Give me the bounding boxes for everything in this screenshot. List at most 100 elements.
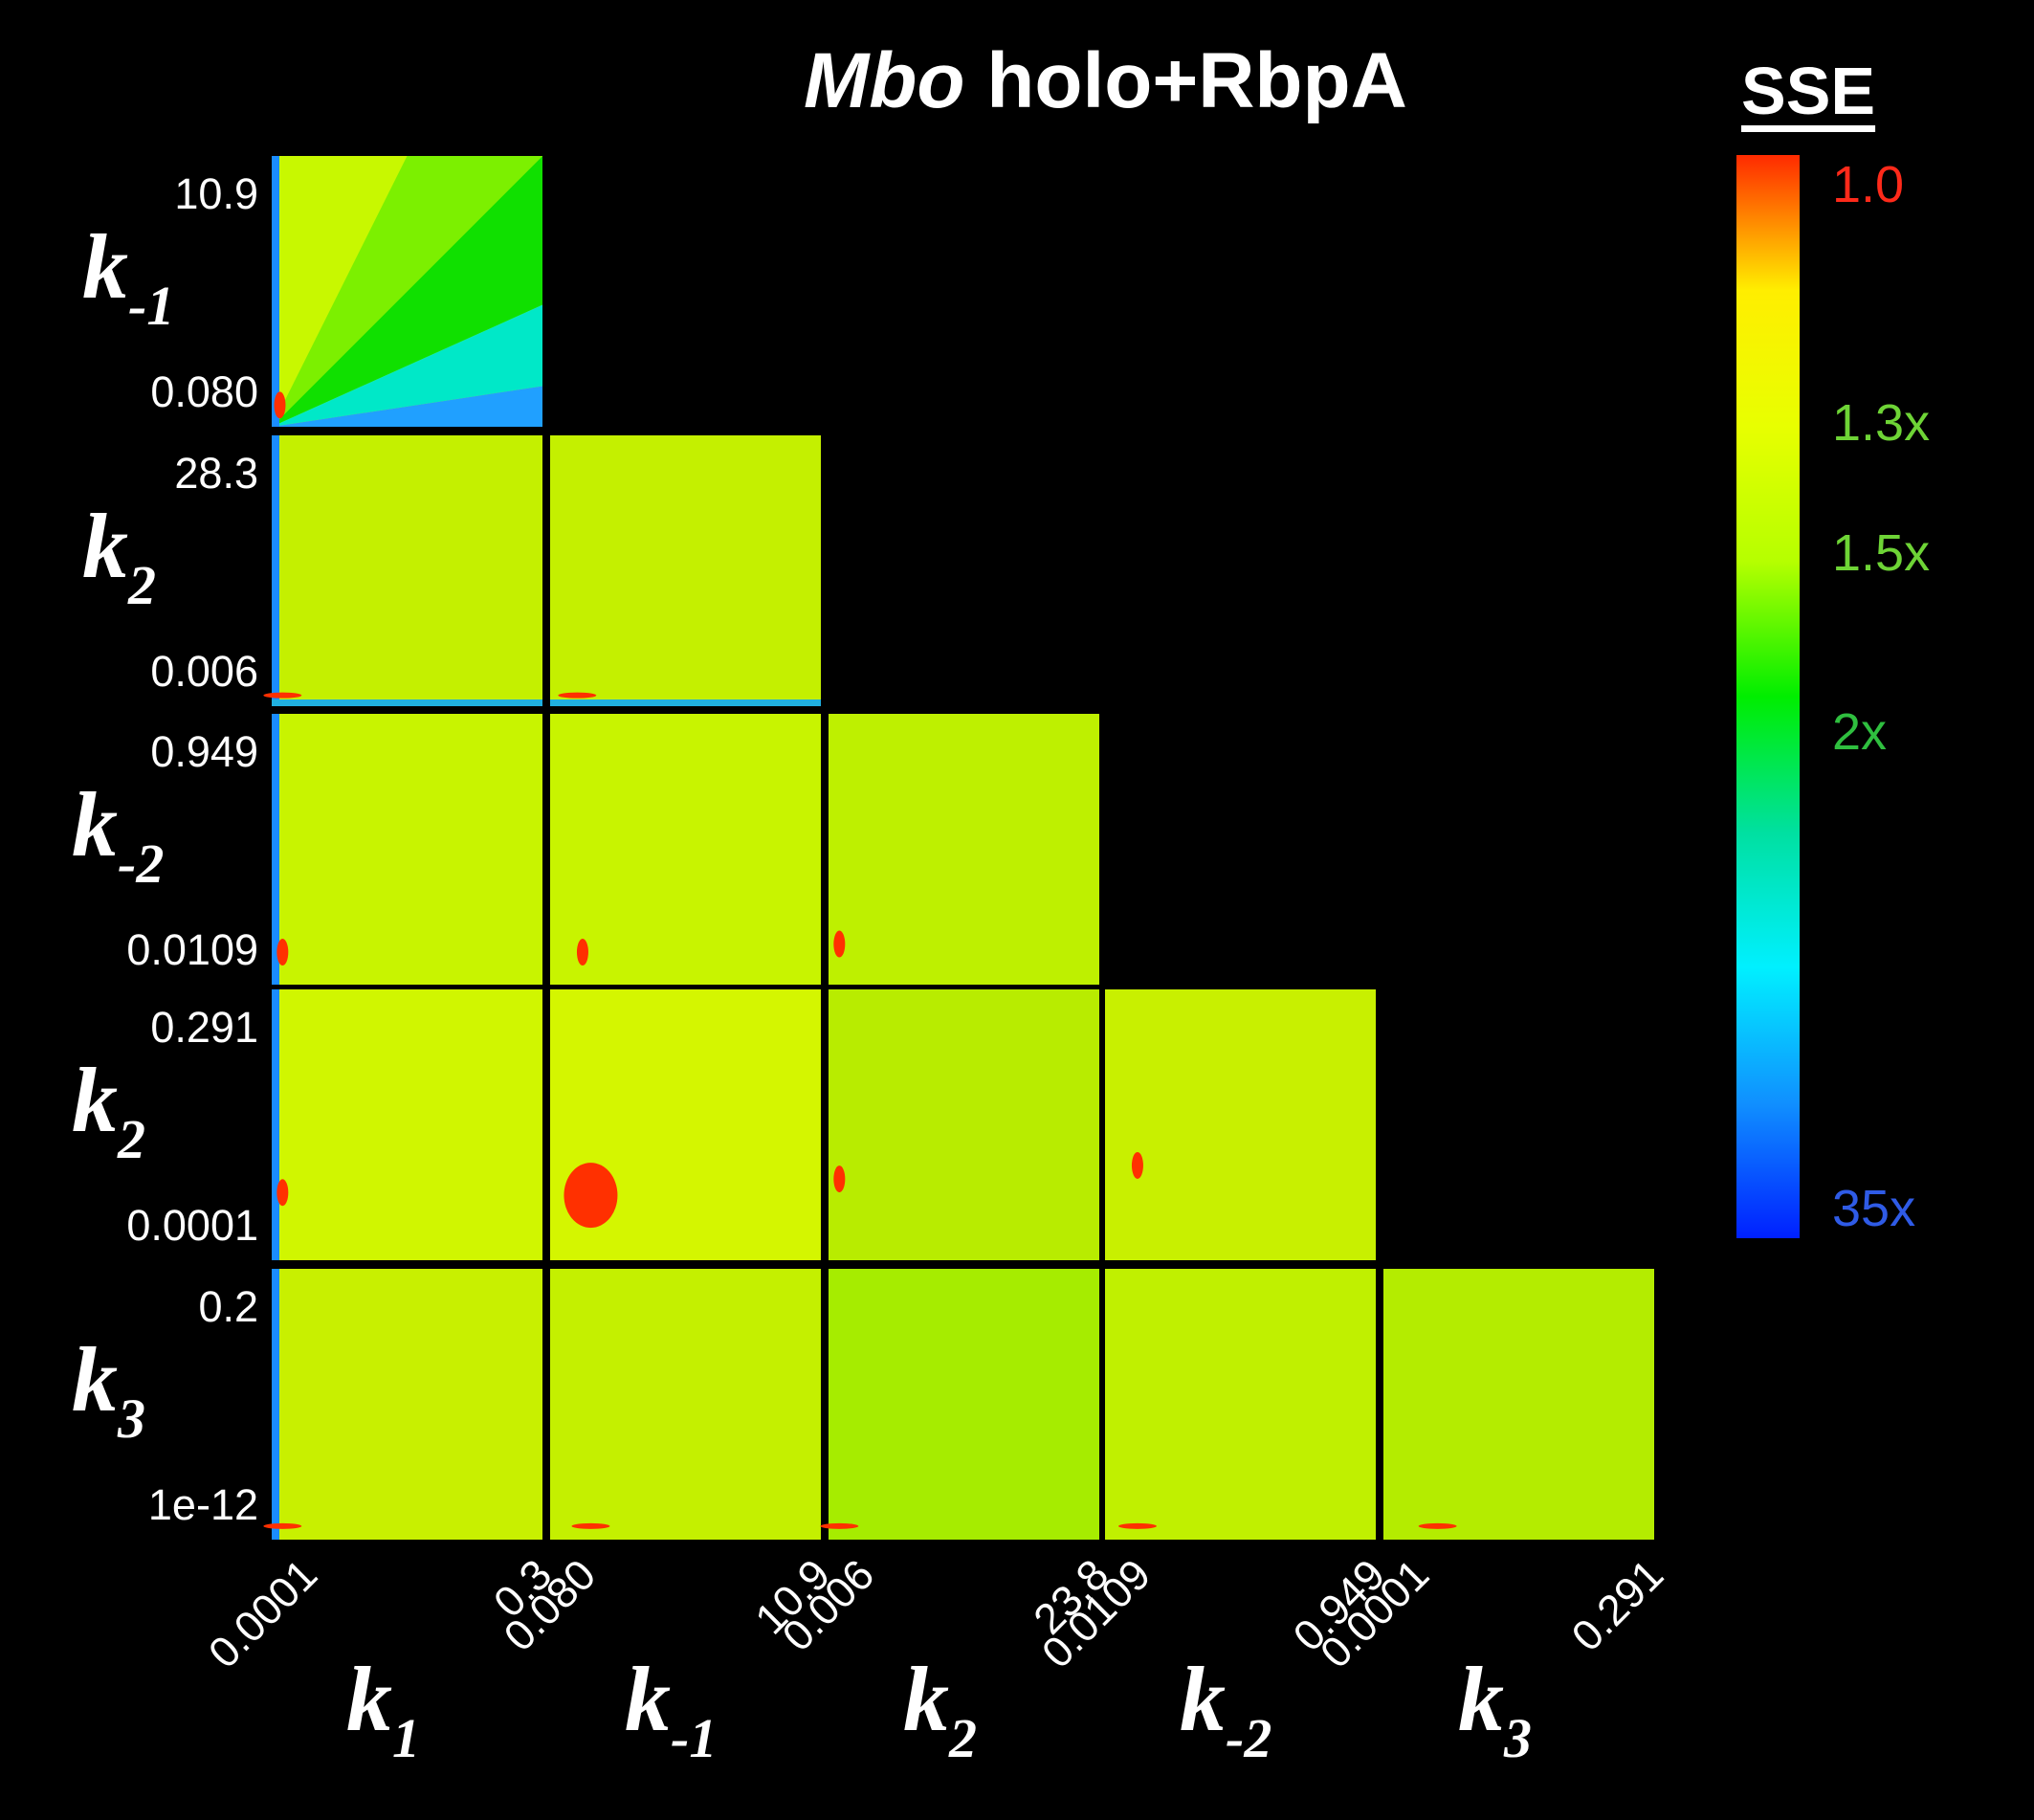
cell-fill <box>829 714 1099 985</box>
colorbar-label: SSE <box>1741 54 1876 128</box>
row-param-subscript: 2 <box>128 554 156 617</box>
row-param-symbol: k <box>82 495 128 597</box>
cell-fill <box>272 989 542 1260</box>
cell-fill <box>1105 1269 1376 1540</box>
cell-minimum <box>576 939 588 966</box>
row-param-label: k-1 <box>82 213 174 337</box>
heatmap-cell-r3-c3 <box>1105 989 1376 1260</box>
heatmap-cell-r4-c2 <box>820 1269 1099 1540</box>
col-param-subscript: 3 <box>1504 1707 1532 1770</box>
cell-minimum <box>558 692 597 699</box>
row-param-label: k2 <box>72 1047 145 1170</box>
cell-fill <box>829 1269 1099 1540</box>
row-param-subscript: -2 <box>118 832 165 896</box>
heatmap-cell-r2-c2 <box>829 714 1099 985</box>
cell-minimum <box>571 1522 610 1529</box>
heatmap-cell-r1-c0 <box>263 435 542 706</box>
cell-minimum <box>1117 1522 1157 1529</box>
col-param-symbol: k <box>625 1648 671 1750</box>
ytick-max: 0.2 <box>198 1282 258 1331</box>
cell-minimum <box>263 1522 302 1529</box>
colorbar-tick-label: 1.0 <box>1832 155 1905 213</box>
ytick-min: 0.080 <box>150 367 258 416</box>
ytick-max: 0.949 <box>150 727 258 776</box>
row-param-symbol: k <box>72 1049 118 1151</box>
ytick-max: 28.3 <box>174 449 258 498</box>
heatmap-cell-r4-c1 <box>550 1269 821 1540</box>
col-param-label: k-2 <box>1180 1646 1271 1769</box>
col-param-label: k3 <box>1458 1646 1532 1769</box>
col-param-symbol: k <box>903 1648 949 1750</box>
cell-minimum <box>1418 1522 1457 1529</box>
cell-fill <box>1383 1269 1654 1540</box>
row-param-symbol: k <box>72 773 118 876</box>
row-param-label: k2 <box>82 493 156 616</box>
cell-fill <box>272 1269 542 1540</box>
cell-fill <box>1105 989 1376 1260</box>
cell-region-cyan <box>272 304 542 427</box>
cell-fill <box>829 989 1099 1260</box>
cell-fill <box>550 1269 821 1540</box>
cell-minimum <box>820 1522 859 1529</box>
cell-minimum <box>276 1179 289 1207</box>
cell-edge-blue <box>272 435 279 706</box>
cell-edge-bottom <box>550 699 821 706</box>
col-param-symbol: k <box>1180 1648 1226 1750</box>
heatmap-cell-r0-c0 <box>272 156 542 427</box>
cell-minimum <box>263 692 302 699</box>
row-param-symbol: k <box>82 215 128 318</box>
heatmap-cell-r4-c4 <box>1383 1269 1654 1540</box>
col-param-subscript: 1 <box>392 1707 420 1770</box>
cell-fill <box>272 435 542 706</box>
cell-fill <box>550 714 821 985</box>
heatmap-cell-r4-c0 <box>263 1269 542 1540</box>
col-param-symbol: k <box>346 1648 392 1750</box>
colorbar-tick-label: 35x <box>1832 1179 1916 1237</box>
col-param-label: k-1 <box>625 1646 717 1769</box>
colorbar-tick-label: 1.3x <box>1832 394 1931 452</box>
row-param-subscript: -1 <box>128 275 175 338</box>
cell-fill <box>550 435 821 706</box>
row-param-symbol: k <box>72 1328 118 1431</box>
colorbar <box>1736 155 1800 1238</box>
cell-minimum <box>276 939 289 966</box>
cell-minimum <box>833 930 846 958</box>
col-param-label: k2 <box>903 1646 977 1769</box>
cell-minimum <box>833 1165 846 1193</box>
row-param-label: k-2 <box>72 771 164 895</box>
heatmap-cell-r3-c1 <box>550 989 821 1260</box>
title-italic: Mbo <box>804 37 965 124</box>
cell-minimum <box>274 391 286 419</box>
ytick-min: 1e-12 <box>147 1480 258 1529</box>
cell-edge-blue <box>272 714 279 985</box>
cell-edge-blue <box>272 989 279 1260</box>
title-rest: holo+RbpA <box>964 37 1407 124</box>
heatmap-cell-r3-c0 <box>272 989 542 1260</box>
cell-fill <box>272 714 542 985</box>
row-param-subscript: 3 <box>118 1387 145 1451</box>
cell-edge-blue <box>272 156 279 427</box>
col-param-subscript: -2 <box>1226 1707 1272 1770</box>
cell-region-lime <box>272 156 542 427</box>
ytick-min: 0.0109 <box>126 925 258 974</box>
col-param-label: k1 <box>346 1646 420 1769</box>
heatmap-cell-r2-c1 <box>550 714 821 985</box>
heatmap-cell-r3-c2 <box>829 989 1099 1260</box>
cell-region-blue <box>272 386 542 427</box>
ytick-min: 0.006 <box>150 647 258 696</box>
cell-minimum <box>564 1163 618 1229</box>
cell-minimum <box>1131 1151 1143 1179</box>
colorbar-tick-label: 1.5x <box>1832 523 1931 582</box>
chart-title: Mbo holo+RbpA <box>804 36 1407 126</box>
ytick-min: 0.0001 <box>126 1201 258 1250</box>
colorbar-tick-label: 2x <box>1832 702 1888 761</box>
col-param-subscript: 2 <box>949 1707 977 1770</box>
ytick-max: 0.291 <box>150 1003 258 1052</box>
cell-edge-bottom <box>272 699 542 706</box>
col-param-subscript: -1 <box>671 1707 718 1770</box>
row-param-label: k3 <box>72 1326 145 1450</box>
row-param-subscript: 2 <box>118 1108 145 1171</box>
ytick-max: 10.9 <box>174 169 258 218</box>
